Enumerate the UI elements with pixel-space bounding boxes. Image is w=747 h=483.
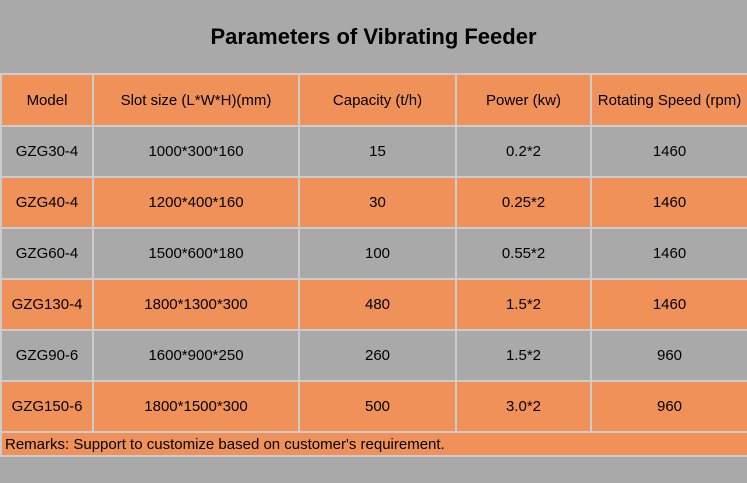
table-row: GZG60-4 1500*600*180 100 0.55*2 1460 — [0, 227, 747, 280]
page-title: Parameters of Vibrating Feeder — [210, 23, 537, 49]
cell-model: GZG90-6 — [0, 329, 94, 382]
column-header-model: Model — [0, 73, 94, 127]
table-row: GZG150-6 1800*1500*300 500 3.0*2 960 — [0, 380, 747, 433]
table-row: GZG40-4 1200*400*160 30 0.25*2 1460 — [0, 176, 747, 229]
cell-capacity: 100 — [298, 227, 457, 280]
cell-rotating-speed: 960 — [590, 329, 747, 382]
cell-model: GZG40-4 — [0, 176, 94, 229]
cell-slot-size: 1800*1300*300 — [92, 278, 300, 331]
cell-capacity: 15 — [298, 125, 457, 178]
cell-power: 0.2*2 — [455, 125, 592, 178]
cell-model: GZG130-4 — [0, 278, 94, 331]
cell-rotating-speed: 1460 — [590, 125, 747, 178]
cell-capacity: 500 — [298, 380, 457, 433]
cell-capacity: 30 — [298, 176, 457, 229]
cell-power: 0.25*2 — [455, 176, 592, 229]
table-body: GZG30-4 1000*300*160 15 0.2*2 1460 GZG40-4 120… — [0, 125, 747, 433]
table-row: GZG30-4 1000*300*160 15 0.2*2 1460 — [0, 125, 747, 178]
cell-rotating-speed: 960 — [590, 380, 747, 433]
cell-slot-size: 1500*600*180 — [92, 227, 300, 280]
header-row: Model Slot size (L*W*H)(mm) Capacity (t/… — [0, 73, 747, 127]
cell-capacity: 260 — [298, 329, 457, 382]
cell-power: 3.0*2 — [455, 380, 592, 433]
cell-model: GZG150-6 — [0, 380, 94, 433]
remarks-cell: Remarks: Support to customize based on c… — [0, 431, 747, 457]
cell-rotating-speed: 1460 — [590, 278, 747, 331]
title-bar: Parameters of Vibrating Feeder — [0, 0, 747, 73]
cell-rotating-speed: 1460 — [590, 176, 747, 229]
column-header-capacity: Capacity (t/h) — [298, 73, 457, 127]
table-row: GZG90-6 1600*900*250 260 1.5*2 960 — [0, 329, 747, 382]
parameters-table: Model Slot size (L*W*H)(mm) Capacity (t/… — [0, 73, 747, 457]
cell-slot-size: 1000*300*160 — [92, 125, 300, 178]
cell-model: GZG30-4 — [0, 125, 94, 178]
column-header-rotating-speed: Rotating Speed (rpm) — [590, 73, 747, 127]
cell-slot-size: 1600*900*250 — [92, 329, 300, 382]
column-header-slot-size: Slot size (L*W*H)(mm) — [92, 73, 300, 127]
cell-power: 0.55*2 — [455, 227, 592, 280]
cell-rotating-speed: 1460 — [590, 227, 747, 280]
cell-slot-size: 1200*400*160 — [92, 176, 300, 229]
cell-capacity: 480 — [298, 278, 457, 331]
cell-power: 1.5*2 — [455, 329, 592, 382]
cell-model: GZG60-4 — [0, 227, 94, 280]
table-row: GZG130-4 1800*1300*300 480 1.5*2 1460 — [0, 278, 747, 331]
column-header-power: Power (kw) — [455, 73, 592, 127]
remarks-row: Remarks: Support to customize based on c… — [0, 431, 747, 457]
cell-slot-size: 1800*1500*300 — [92, 380, 300, 433]
cell-power: 1.5*2 — [455, 278, 592, 331]
